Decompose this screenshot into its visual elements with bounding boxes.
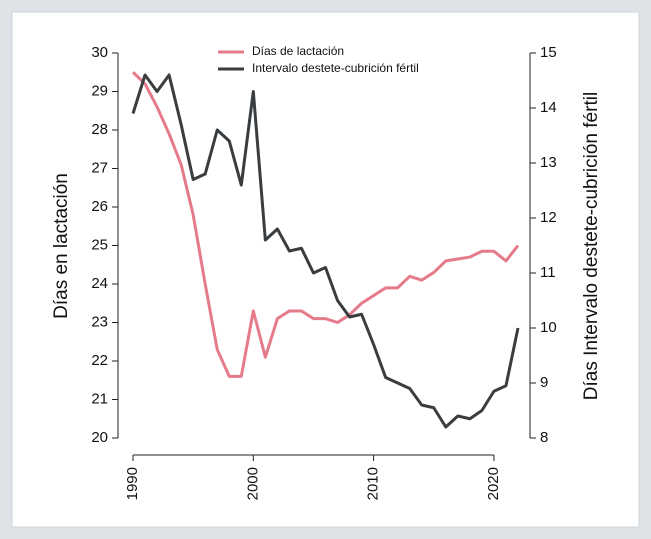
y-tick-label: 26 xyxy=(91,198,108,215)
y-tick-label: 25 xyxy=(91,236,108,253)
y-tick-label: 27 xyxy=(91,159,108,176)
y-tick-label: 22 xyxy=(91,352,108,369)
y2-tick-label: 10 xyxy=(540,319,557,336)
y2-tick-label: 14 xyxy=(540,99,557,116)
x-tick-label: 1990 xyxy=(124,467,141,500)
y-axis-label: Días en lactación xyxy=(51,173,72,319)
y2-tick-label: 8 xyxy=(540,429,548,446)
y2-tick-label: 15 xyxy=(540,44,557,61)
series-line xyxy=(131,73,520,429)
x-tick-label: 2000 xyxy=(244,467,261,500)
y-tick-label: 24 xyxy=(91,275,108,292)
x-tick-label: 2020 xyxy=(485,467,502,500)
y-tick-label: 21 xyxy=(91,390,108,407)
y-tick-label: 28 xyxy=(91,121,108,138)
legend-label: Intervalo destete-cubrición fértil xyxy=(252,61,419,75)
y2-tick-label: 12 xyxy=(540,209,557,226)
x-tick-label: 2010 xyxy=(365,467,382,500)
series-line xyxy=(131,71,520,378)
y-tick-label: 29 xyxy=(91,82,108,99)
y-tick-label: 20 xyxy=(91,429,108,446)
y-tick-label: 23 xyxy=(91,313,108,330)
y2-tick-label: 9 xyxy=(540,374,548,391)
y2-tick-label: 13 xyxy=(540,154,557,171)
y2-tick-label: 11 xyxy=(540,264,556,281)
y-tick-label: 30 xyxy=(91,44,108,61)
legend-label: Días de lactación xyxy=(252,44,344,58)
y2-axis-label: Días Intervalo destete-cubrición fértil xyxy=(581,92,602,400)
